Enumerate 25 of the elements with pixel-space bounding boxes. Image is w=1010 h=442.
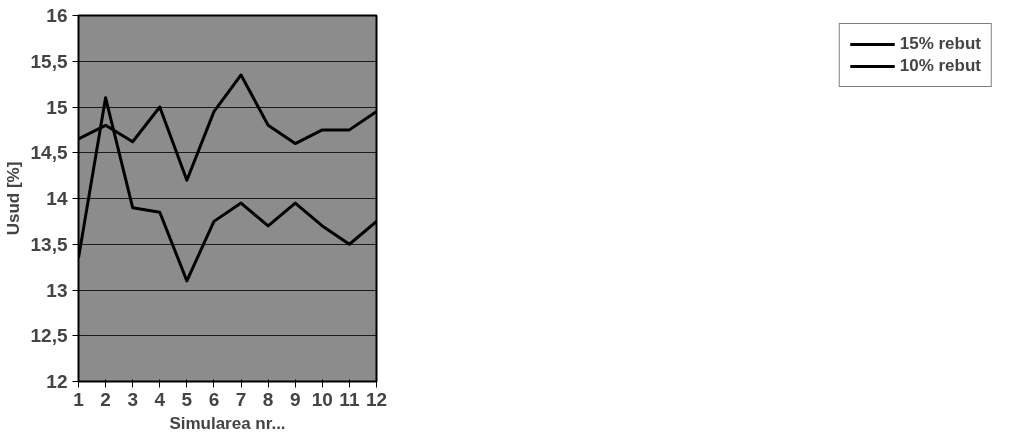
y-tick-label: 15,5 [30, 50, 68, 72]
x-tick-label: 11 [339, 388, 360, 410]
y-tick-label: 13 [46, 279, 68, 301]
y-tick-label: 12 [46, 371, 68, 392]
legend-label: 15% rebut [899, 34, 981, 54]
x-tick-label: 3 [127, 388, 138, 410]
y-tick-label: 16 [46, 5, 68, 26]
x-axis-title: Simularea nr... [169, 413, 286, 433]
x-tick-label: 12 [365, 388, 388, 410]
y-tick-label: 15 [46, 96, 68, 118]
y-tick-label: 14,5 [30, 142, 68, 164]
x-tick-label: 6 [208, 388, 220, 410]
y-tick-label: 12,5 [30, 325, 68, 347]
y-tick-label: 13,5 [30, 233, 68, 255]
x-tick-label: 9 [289, 388, 301, 410]
y-tick-label: 14 [46, 188, 68, 209]
x-tick-label: 5 [181, 388, 193, 410]
x-tick-label: 8 [262, 388, 274, 410]
x-tick-label: 4 [154, 388, 166, 410]
y-axis-title: Usud [%] [3, 161, 23, 236]
x-tick-label: 7 [235, 388, 247, 410]
legend-label: 10% rebut [899, 56, 981, 76]
x-tick-label: 1 [73, 388, 85, 410]
x-tick-label: 10 [311, 388, 333, 410]
x-tick-label: 2 [100, 388, 111, 410]
